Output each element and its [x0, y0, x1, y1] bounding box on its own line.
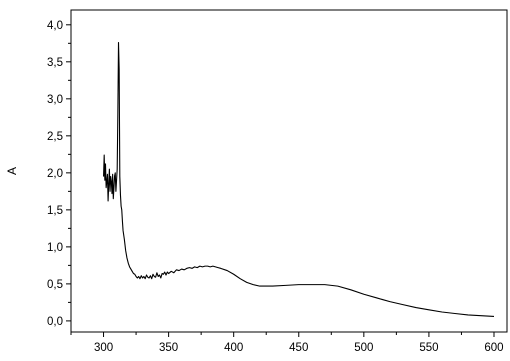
x-axis: 300 350 400 450 500 550 600 — [70, 332, 504, 354]
x-tick-label: 400 — [224, 342, 243, 354]
y-tick-label: 4,0 — [47, 20, 63, 32]
plot-area — [70, 9, 508, 333]
x-tick-label: 550 — [419, 342, 438, 354]
absorbance-line — [102, 42, 495, 318]
x-tick-label: 500 — [354, 342, 373, 354]
x-tick-label: 450 — [289, 342, 308, 354]
y-axis-title: A — [5, 167, 19, 175]
y-tick-label: 1,0 — [47, 242, 63, 254]
y-tick-label: 0,0 — [47, 316, 63, 328]
y-tick-label: 1,5 — [47, 205, 63, 217]
plot-frame — [70, 9, 508, 333]
y-tick-label: 2,0 — [47, 168, 63, 180]
y-axis: 0,0 0,5 1,0 1,5 2,0 2,5 3,0 3,5 4,0 — [47, 20, 71, 328]
y-tick-label: 3,0 — [47, 94, 63, 106]
y-tick-label: 2,5 — [47, 131, 63, 143]
y-tick-label: 3,5 — [47, 57, 63, 69]
x-tick-label: 350 — [159, 342, 178, 354]
x-tick-label: 600 — [484, 342, 503, 354]
y-tick-label: 0,5 — [47, 279, 63, 291]
x-tick-label: 300 — [94, 342, 113, 354]
